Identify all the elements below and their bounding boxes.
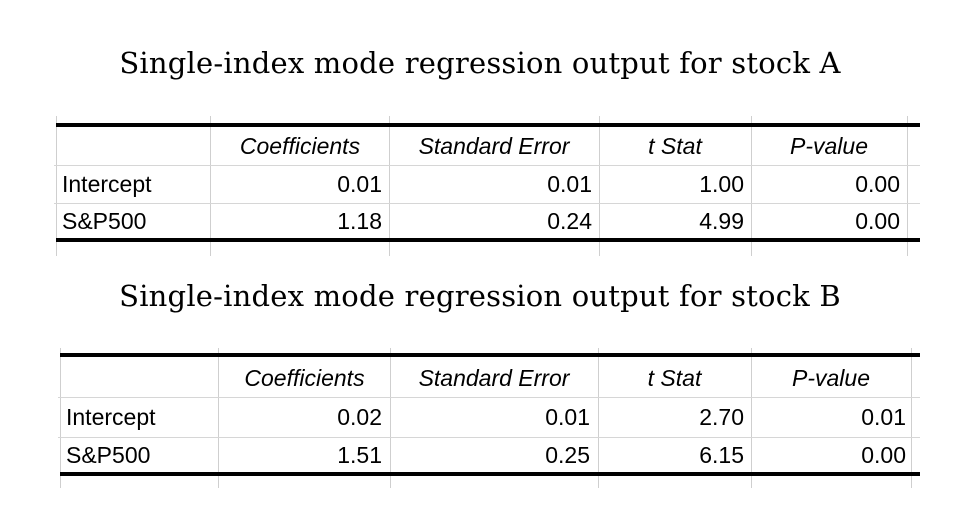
cell-standard-error: 0.24 <box>547 208 592 234</box>
table-a-title: Single-index mode regression output for … <box>119 46 841 80</box>
table-b-title: Single-index mode regression output for … <box>119 279 841 313</box>
grid-line <box>58 437 920 438</box>
cell-coefficient: 1.18 <box>337 208 382 234</box>
grid-line <box>56 116 57 256</box>
regression-table-a: Coefficients Standard Error t Stat P-val… <box>54 116 920 256</box>
grid-line <box>58 397 920 398</box>
grid-line <box>218 348 219 488</box>
row-label-sp500: S&P500 <box>62 208 147 234</box>
bottom-rule <box>60 472 920 476</box>
grid-line <box>599 116 600 256</box>
cell-standard-error: 0.25 <box>545 442 590 468</box>
cut-off-column-fragment <box>912 134 918 160</box>
cell-p-value: 0.00 <box>855 171 900 197</box>
grid-line <box>911 348 912 488</box>
grid-line <box>390 348 391 488</box>
cell-coefficient: 0.02 <box>337 404 382 430</box>
top-rule <box>60 353 920 357</box>
cell-t-stat: 6.15 <box>699 442 744 468</box>
header-coefficients: Coefficients <box>239 133 361 159</box>
row-label-intercept: Intercept <box>62 171 152 197</box>
header-t-stat: t Stat <box>648 133 702 159</box>
grid-line <box>907 116 908 256</box>
grid-line <box>54 165 920 166</box>
cell-t-stat: 1.00 <box>699 171 744 197</box>
grid-line <box>210 116 211 256</box>
header-p-value: P-value <box>792 365 870 391</box>
grid-line <box>389 116 390 256</box>
cell-standard-error: 0.01 <box>547 171 592 197</box>
regression-table-b: Coefficients Standard Error t Stat P-val… <box>58 348 920 488</box>
cell-t-stat: 4.99 <box>699 208 744 234</box>
grid-line <box>60 348 61 488</box>
cell-coefficient: 1.51 <box>337 442 382 468</box>
cell-p-value: 0.00 <box>855 208 900 234</box>
bottom-rule <box>56 238 920 242</box>
grid-line <box>598 348 599 488</box>
header-coefficients: Coefficients <box>244 365 365 391</box>
cell-coefficient: 0.01 <box>337 171 382 197</box>
header-standard-error: Standard Error <box>418 133 570 159</box>
header-p-value: P-value <box>790 133 868 159</box>
row-label-intercept: Intercept <box>66 404 156 430</box>
grid-line <box>751 116 752 256</box>
cell-standard-error: 0.01 <box>545 404 590 430</box>
grid-line <box>751 348 752 488</box>
cell-p-value: 0.00 <box>861 442 906 468</box>
header-standard-error: Standard Error <box>418 365 570 391</box>
grid-line <box>54 203 920 204</box>
top-rule <box>56 123 920 127</box>
cell-t-stat: 2.70 <box>699 404 744 430</box>
row-label-sp500: S&P500 <box>66 442 151 468</box>
header-t-stat: t Stat <box>647 365 702 391</box>
cell-p-value: 0.01 <box>861 404 906 430</box>
